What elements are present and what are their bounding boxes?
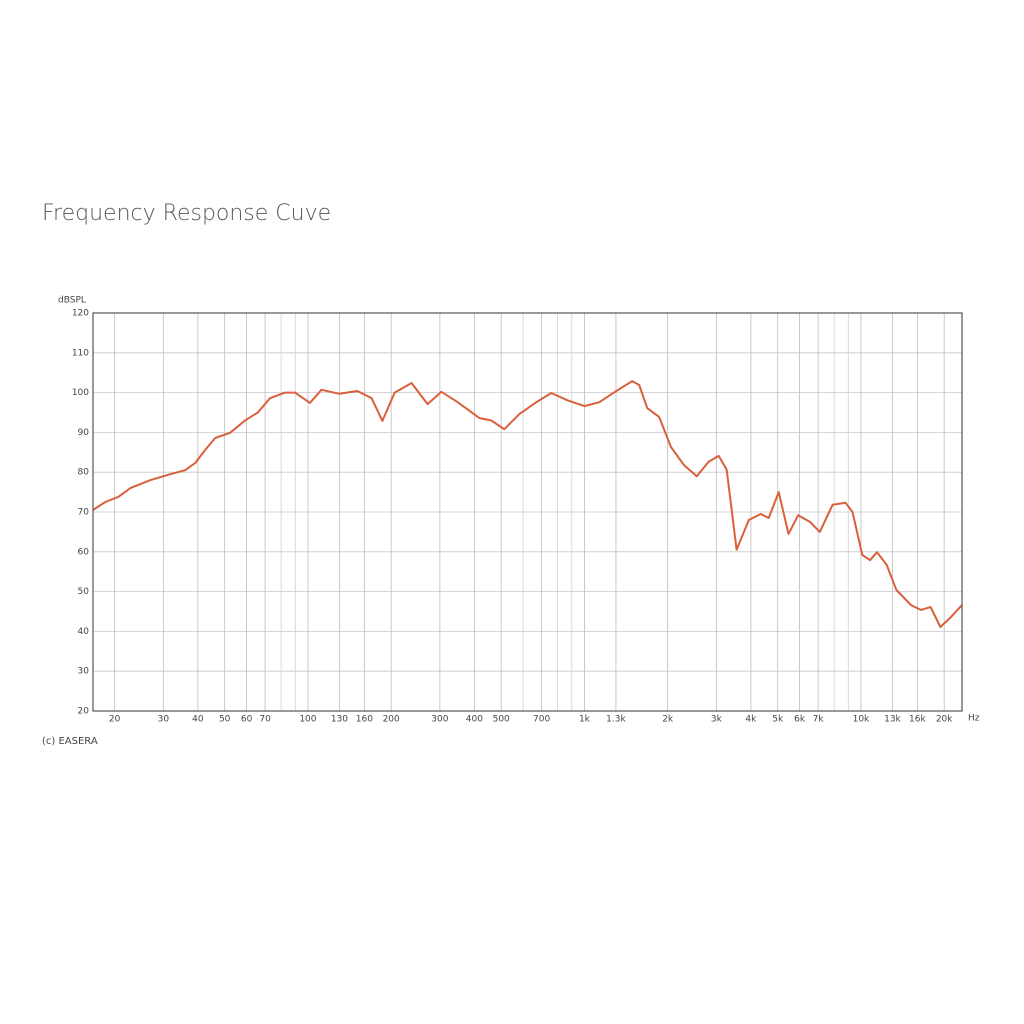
x-tick-label: 10k xyxy=(853,715,870,725)
x-tick-label: 20k xyxy=(936,715,953,725)
x-tick-label: 400 xyxy=(466,715,483,725)
x-tick-label: 1.3k xyxy=(606,715,626,725)
x-tick-label: 2k xyxy=(662,715,674,725)
y-tick-label: 80 xyxy=(78,468,90,478)
y-axis-label: dBSPL xyxy=(58,296,86,306)
x-tick-label: 160 xyxy=(356,715,373,725)
y-tick-label: 110 xyxy=(72,348,89,358)
x-tick-label: 700 xyxy=(533,715,550,725)
x-tick-label: 1k xyxy=(579,715,591,725)
x-tick-label: 30 xyxy=(158,715,170,725)
x-tick-label: 500 xyxy=(493,715,510,725)
y-tick-label: 60 xyxy=(78,547,90,557)
y-tick-label: 30 xyxy=(78,667,90,677)
y-tick-label: 40 xyxy=(78,627,90,637)
y-tick-label: 120 xyxy=(72,309,89,319)
x-tick-label: 60 xyxy=(241,715,253,725)
x-tick-label: 7k xyxy=(813,715,825,725)
y-tick-label: 50 xyxy=(78,587,90,597)
page-title: Frequency Response Cuve xyxy=(42,201,331,226)
x-tick-label: 200 xyxy=(383,715,400,725)
y-tick-label: 90 xyxy=(78,428,90,438)
plot xyxy=(92,380,963,628)
x-tick-label: 130 xyxy=(331,715,348,725)
x-tick-label: 50 xyxy=(219,715,231,725)
y-tick-label: 70 xyxy=(78,508,90,518)
x-tick-label: 4k xyxy=(745,715,757,725)
x-tick-label: 40 xyxy=(192,715,204,725)
x-tick-label: 6k xyxy=(794,715,806,725)
x-tick-label: 5k xyxy=(772,715,784,725)
x-tick-label: 300 xyxy=(431,715,448,725)
x-tick-label: 20 xyxy=(109,715,121,725)
y-tick-label: 20 xyxy=(78,707,90,717)
annotation: (c) EASERA xyxy=(42,736,98,747)
x-tick-label: 3k xyxy=(711,715,723,725)
x-tick-label: 100 xyxy=(299,715,316,725)
x-axis-label: Hz xyxy=(968,714,980,724)
x-tick-label: 13k xyxy=(884,715,901,725)
x-tick-label: 16k xyxy=(909,715,926,725)
plot-frame xyxy=(92,312,963,712)
response-curve xyxy=(92,380,963,628)
y-tick-label: 100 xyxy=(72,388,89,398)
x-tick-label: 70 xyxy=(259,715,271,725)
